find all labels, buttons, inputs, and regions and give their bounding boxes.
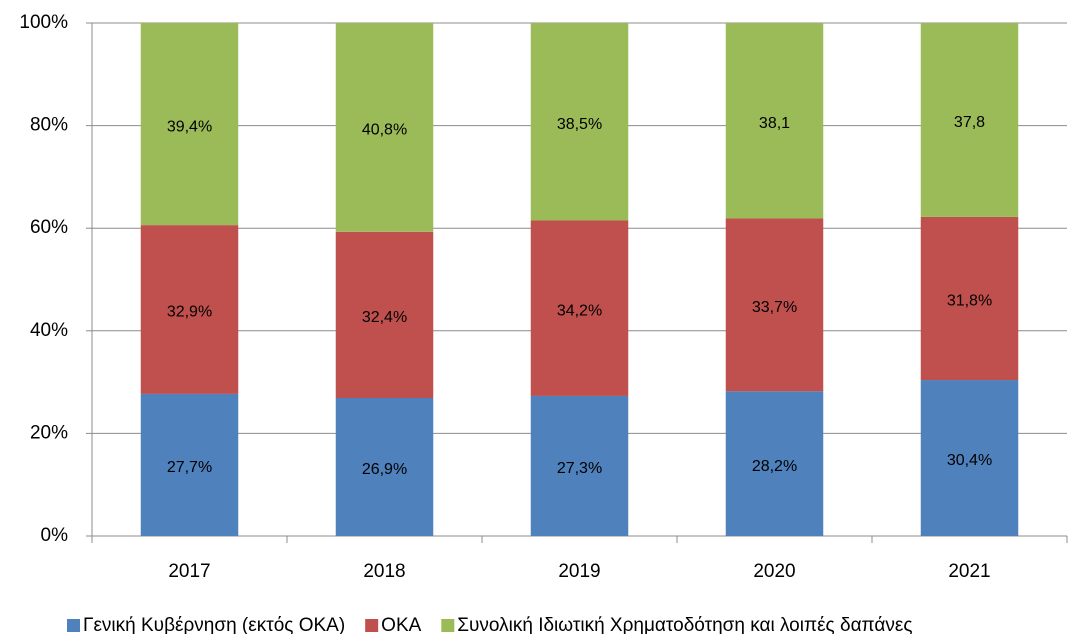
x-tick-label: 2017 [168,561,210,582]
bar-segment [140,225,239,394]
x-tick-label: 2021 [948,561,990,582]
y-tick-label: 100% [19,12,68,33]
bar-segment [335,23,434,232]
bar-segment [920,216,1019,381]
bar-segment [335,231,434,399]
bar-segment [725,218,824,392]
legend-swatch [365,619,379,632]
value-label: 34,2% [557,302,602,319]
bar-segment [725,23,824,219]
value-label: 32,9% [167,304,212,321]
bar-segment [920,380,1019,536]
x-tick-label: 2019 [558,561,600,582]
bar-segment [530,23,629,221]
x-tick-label: 2020 [753,561,795,582]
legend-label: Συνολική Ιδιωτική Χρηματοδότηση και λοιπ… [457,615,912,634]
y-tick-label: 20% [30,422,68,443]
bar-segment [530,220,629,396]
value-label: 39,4% [167,118,212,135]
legend-label: ΟΚΑ [381,615,421,634]
bar-segment [530,395,629,536]
bar-segment [140,23,239,226]
legend-label: Γενική Κυβέρνηση (εκτός ΟΚΑ) [83,615,345,634]
value-label: 28,2% [752,458,797,475]
legend-swatch [67,619,80,632]
bar-segment [140,393,239,536]
bars [140,23,1019,536]
bar-segment [725,391,824,536]
legend-swatch [441,619,455,632]
y-tick-label: 40% [30,320,68,341]
value-label: 27,3% [557,460,602,477]
value-label: 30,4% [947,452,992,469]
labels: 0% 20% 40% 60% 80% 100% 2017 27,7% 32,9% 39,4% 201… [19,12,992,634]
bar-segment [335,398,434,536]
y-tick-label: 80% [30,115,68,136]
x-tick-label: 2018 [363,561,405,582]
bar-segment [920,23,1019,217]
value-label: 38,1 [759,115,790,132]
value-label: 38,5% [557,116,602,133]
value-label: 33,7% [752,299,797,316]
y-tick-label: 0% [41,525,69,546]
value-label: 32,4% [362,309,407,326]
value-label: 26,9% [362,461,407,478]
y-tick-label: 60% [30,217,68,238]
value-label: 37,8 [954,114,985,131]
value-label: 40,8% [362,122,407,139]
value-label: 31,8% [947,293,992,310]
value-label: 27,7% [167,459,212,476]
